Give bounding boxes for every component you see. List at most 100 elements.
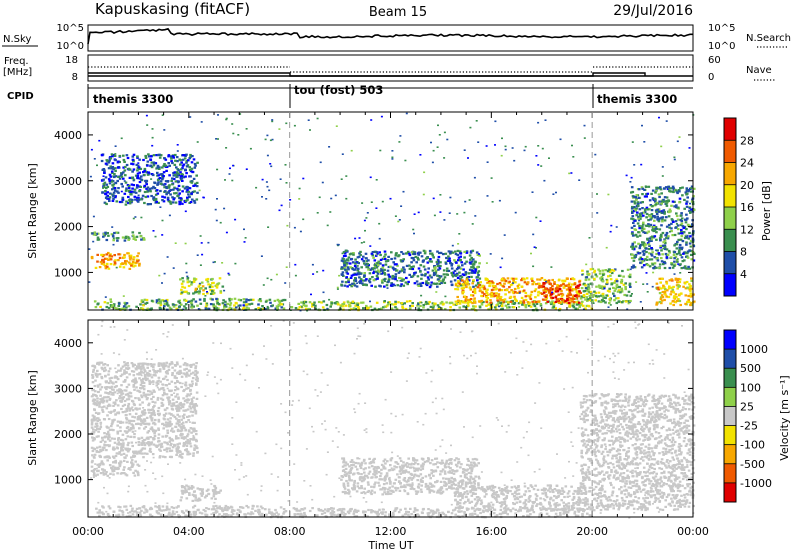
- data-cell: [345, 175, 348, 177]
- data-cell: [102, 184, 106, 187]
- data-cell: [661, 175, 664, 177]
- data-cell: [103, 181, 107, 184]
- data-cell: [634, 196, 637, 199]
- data-cell: [146, 366, 149, 369]
- data-cell: [97, 238, 101, 241]
- data-cell: [399, 280, 402, 282]
- data-cell: [138, 180, 142, 184]
- data-cell: [193, 444, 197, 447]
- data-cell: [393, 263, 397, 266]
- data-cell: [97, 469, 100, 472]
- data-cell: [388, 275, 392, 278]
- data-cell: [127, 383, 131, 386]
- data-cell: [129, 392, 133, 395]
- data-cell: [96, 424, 99, 428]
- data-cell: [133, 191, 136, 194]
- data-cell: [265, 181, 268, 183]
- data-cell: [660, 210, 664, 213]
- data-cell: [649, 204, 653, 207]
- data-cell: [111, 420, 115, 423]
- data-cell: [300, 301, 303, 304]
- data-cell: [531, 283, 534, 286]
- data-cell: [629, 294, 633, 297]
- data-cell: [667, 199, 671, 203]
- data-cell: [504, 304, 508, 307]
- data-cell: [435, 282, 439, 285]
- data-cell: [269, 163, 272, 165]
- data-cell: [665, 204, 669, 207]
- data-cell: [172, 156, 175, 159]
- data-cell: [671, 185, 675, 188]
- data-cell: [604, 269, 607, 272]
- data-cell: [124, 261, 127, 265]
- data-cell: [358, 280, 361, 284]
- data-cell: [181, 415, 185, 418]
- data-cell: [98, 266, 102, 269]
- data-cell: [667, 185, 671, 188]
- data-cell: [634, 209, 637, 212]
- data-cell: [143, 452, 147, 455]
- data-cell: [155, 189, 159, 192]
- data-cell: [247, 299, 251, 302]
- data-cell: [630, 245, 633, 248]
- data-cell: [96, 164, 98, 167]
- data-cell: [483, 287, 487, 290]
- data-cell: [137, 422, 140, 425]
- data-cell: [91, 232, 94, 235]
- data-cell: [631, 218, 635, 221]
- data-cell: [190, 398, 194, 401]
- data-cell: [320, 301, 323, 304]
- data-cell: [341, 252, 344, 255]
- data-cell: [630, 200, 634, 203]
- data-cell: [494, 288, 497, 291]
- data-cell: [432, 149, 435, 152]
- data-cell: [322, 291, 325, 294]
- data-cell: [96, 400, 99, 403]
- data-cell: [178, 197, 181, 200]
- data-cell: [432, 256, 435, 259]
- data-cell: [687, 265, 690, 268]
- data-cell: [341, 153, 344, 155]
- data-cell: [138, 403, 142, 406]
- data-cell: [565, 288, 569, 291]
- data-cell: [648, 237, 652, 240]
- data-cell: [390, 307, 394, 310]
- data-cell: [94, 402, 98, 405]
- data-cell: [127, 441, 130, 444]
- data-cell: [170, 438, 174, 441]
- data-cell: [124, 236, 127, 240]
- data-cell: [310, 293, 312, 296]
- data-cell: [279, 302, 283, 306]
- data-cell: [472, 290, 475, 293]
- data-cell: [178, 403, 182, 406]
- data-cell: [264, 307, 267, 311]
- data-cell: [622, 283, 626, 286]
- data-cell: [110, 153, 114, 156]
- data-cell: [682, 231, 686, 234]
- data-cell: [444, 252, 448, 255]
- data-cell: [606, 270, 610, 273]
- data-cell: [177, 180, 181, 183]
- data-cell: [136, 155, 139, 158]
- data-cell: [172, 267, 175, 269]
- data-cell: [672, 253, 676, 257]
- data-cell: [311, 305, 314, 308]
- data-cell: [393, 257, 397, 260]
- data-cell: [138, 171, 141, 174]
- data-cell: [400, 251, 403, 254]
- data-cell: [96, 303, 99, 306]
- data-cell: [479, 281, 482, 284]
- data-cell: [145, 183, 148, 186]
- data-cell: [116, 404, 120, 407]
- data-cell: [156, 164, 160, 167]
- data-cell: [171, 177, 174, 180]
- data-cell: [430, 276, 433, 279]
- data-cell: [99, 260, 103, 264]
- data-cell: [383, 268, 386, 271]
- data-cell: [126, 156, 130, 160]
- data-cell: [121, 446, 125, 449]
- data-cell: [449, 280, 453, 283]
- data-cell: [92, 470, 95, 473]
- data-cell: [180, 427, 184, 431]
